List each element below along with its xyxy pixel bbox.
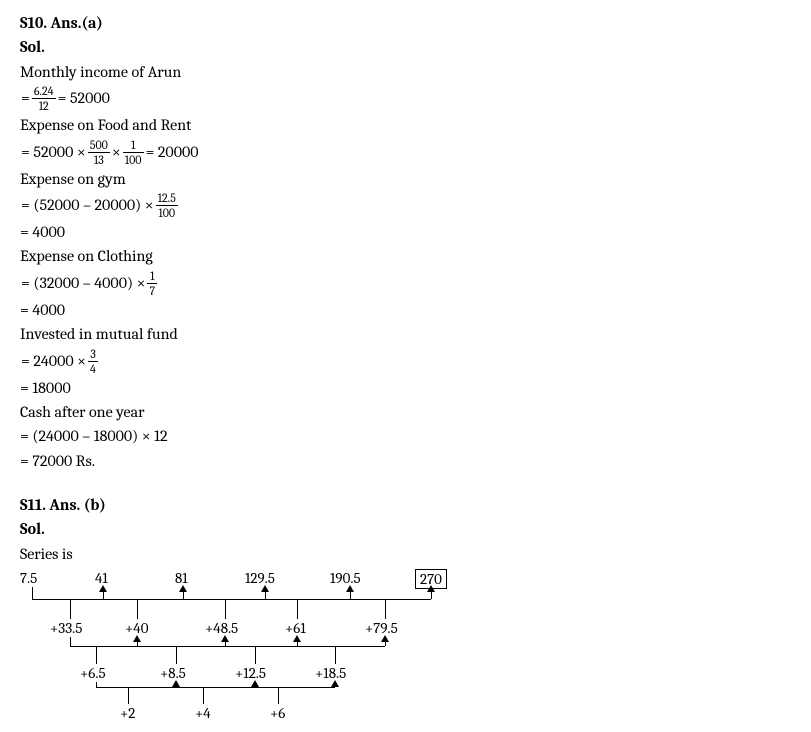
equation: = (32000 – 4000) × 17 <box>20 270 791 297</box>
text-line: = 4000 <box>20 299 791 321</box>
text-line: Cash after one year <box>20 401 791 423</box>
series-value: +6 <box>270 704 285 722</box>
text-line: Monthly income of Arun <box>20 61 791 83</box>
fraction: 17 <box>147 270 157 297</box>
text-line: = 4000 <box>20 221 791 243</box>
series-value: 7.5 <box>20 569 37 587</box>
equation: = 24000 × 34 <box>20 348 791 375</box>
text-line: Expense on Clothing <box>20 245 791 267</box>
s10-sol-label: Sol. <box>20 36 791 58</box>
text-line: = 72000 Rs. <box>20 450 791 472</box>
s10-heading: S10. Ans.(a) <box>20 12 791 34</box>
equation: = 6.2412 = 52000 <box>20 85 791 112</box>
text-line: = (24000 – 18000) × 12 <box>20 425 791 447</box>
text-line: = 18000 <box>20 377 791 399</box>
equation: = 52000 × 50013 × 1100 = 20000 <box>20 139 791 166</box>
s11-sol-label: Sol. <box>20 518 791 540</box>
text-line: Expense on gym <box>20 168 791 190</box>
series-value: +2 <box>120 704 135 722</box>
fraction: 34 <box>88 348 98 375</box>
series-value: +6.5 <box>80 664 106 682</box>
s11-heading: S11. Ans. (b) <box>20 494 791 516</box>
fraction: 50013 <box>88 139 110 166</box>
series-value: +4 <box>195 704 211 722</box>
text-line: Series is <box>20 543 791 565</box>
text-line: Expense on Food and Rent <box>20 114 791 136</box>
solution-s10: S10. Ans.(a) Sol. Monthly income of Arun… <box>20 12 791 472</box>
fraction: 6.2412 <box>32 85 56 112</box>
equation: = (52000 – 20000) × 12.5100 <box>20 192 791 219</box>
fraction: 1100 <box>123 139 144 166</box>
text-line: Invested in mutual fund <box>20 323 791 345</box>
series-value: 129.5 <box>245 569 275 587</box>
solution-s11: S11. Ans. (b) Sol. Series is 7.54181129.… <box>20 494 791 719</box>
series-value: +33.5 <box>50 619 82 637</box>
series-diagram: 7.54181129.5190.5270+33.5+40+48.5+61+79.… <box>20 569 500 719</box>
fraction: 12.5100 <box>156 192 178 219</box>
